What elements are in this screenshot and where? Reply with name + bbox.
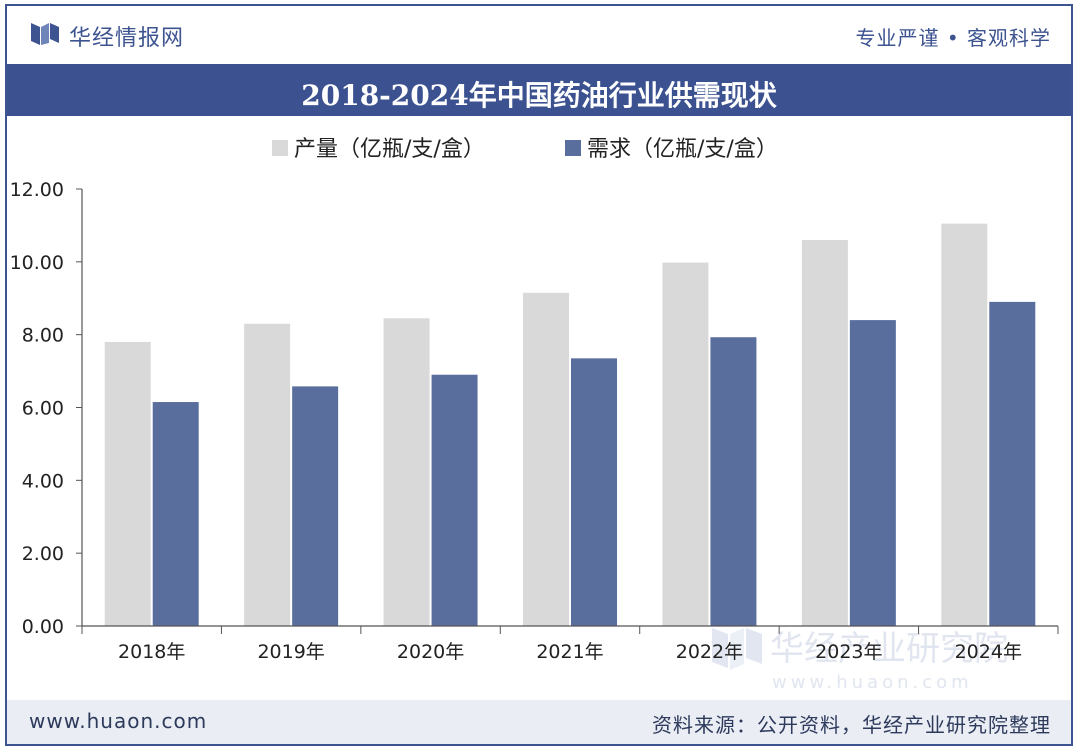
bar-production-2019年 bbox=[244, 323, 291, 626]
legend-swatch bbox=[272, 140, 288, 156]
bar-production-2024年 bbox=[941, 223, 988, 627]
y-tick-labels: 0.00 2.00 4.00 6.00 8.00 10.00 12.00 bbox=[10, 179, 64, 638]
watermark-url: www.huaon.com bbox=[772, 672, 973, 693]
watermark-name: 华经产业研究院 bbox=[770, 629, 1008, 669]
brand-name: 华经情报网 bbox=[69, 26, 185, 51]
x-tick-label: 2020年 bbox=[397, 641, 464, 663]
footer-url: www.huaon.com bbox=[29, 709, 208, 733]
bar-demand-2018年 bbox=[152, 402, 199, 626]
title-band: 2018-2024年中国药油行业供需现状 bbox=[7, 64, 1071, 116]
y-tick-label: 4.00 bbox=[22, 470, 64, 492]
huajing-logo-icon bbox=[31, 23, 59, 45]
x-tick-label: 2018年 bbox=[118, 641, 185, 663]
header-bar: 华经情报网 专业严谨 • 客观科学 bbox=[7, 6, 1071, 60]
bar-demand-2020年 bbox=[431, 374, 478, 626]
axes bbox=[76, 188, 1059, 634]
bar-production-2020年 bbox=[383, 318, 430, 626]
brand-slogan: 专业严谨 • 客观科学 bbox=[855, 26, 1051, 50]
y-tick-label: 10.00 bbox=[10, 252, 64, 274]
x-tick-label: 2024年 bbox=[955, 641, 1022, 663]
legend-label: 产量（亿瓶/支/盒） bbox=[294, 137, 485, 162]
y-tick-label: 2.00 bbox=[22, 543, 64, 565]
chart-title: 2018-2024年中国药油行业供需现状 bbox=[301, 79, 777, 112]
legend: 产量（亿瓶/支/盒） 需求（亿瓶/支/盒） bbox=[272, 137, 778, 162]
bar-demand-2023年 bbox=[849, 320, 896, 626]
bar-demand-2021年 bbox=[571, 358, 617, 626]
x-tick-labels: 2018年 2019年 2020年 2021年 2022年 2023年 2024年 bbox=[118, 641, 1022, 663]
y-tick-label: 6.00 bbox=[22, 398, 64, 420]
bar-production-2018年 bbox=[104, 341, 151, 626]
legend-label: 需求（亿瓶/支/盒） bbox=[587, 137, 778, 162]
watermark-logo-icon bbox=[712, 628, 762, 670]
bar-demand-2019年 bbox=[292, 386, 339, 626]
footer-source: 资料来源：公开资料，华经产业研究院整理 bbox=[652, 713, 1051, 737]
y-tick-label: 0.00 bbox=[22, 616, 64, 638]
footer-bar: www.huaon.com 资料来源：公开资料，华经产业研究院整理 bbox=[7, 700, 1071, 744]
bar-production-2023年 bbox=[801, 239, 848, 626]
bar-production-2022年 bbox=[662, 262, 709, 626]
bar-demand-2022年 bbox=[710, 337, 757, 626]
bars bbox=[104, 223, 1036, 627]
y-tick-label: 8.00 bbox=[22, 325, 64, 347]
bar-production-2021年 bbox=[523, 292, 569, 626]
x-tick-label: 2022年 bbox=[676, 641, 743, 663]
bar-chart: 华经产业研究院 www.huaon.com 0.00 2.00 4.00 6.00 8.… bbox=[10, 137, 1059, 693]
x-tick-label: 2019年 bbox=[257, 641, 324, 663]
watermark: 华经产业研究院 www.huaon.com bbox=[712, 628, 1008, 693]
y-tick-label: 12.00 bbox=[10, 179, 64, 201]
x-tick-label: 2021年 bbox=[536, 641, 603, 663]
legend-swatch bbox=[565, 140, 581, 156]
bar-demand-2024年 bbox=[989, 301, 1036, 626]
x-tick-label: 2023年 bbox=[815, 641, 882, 663]
